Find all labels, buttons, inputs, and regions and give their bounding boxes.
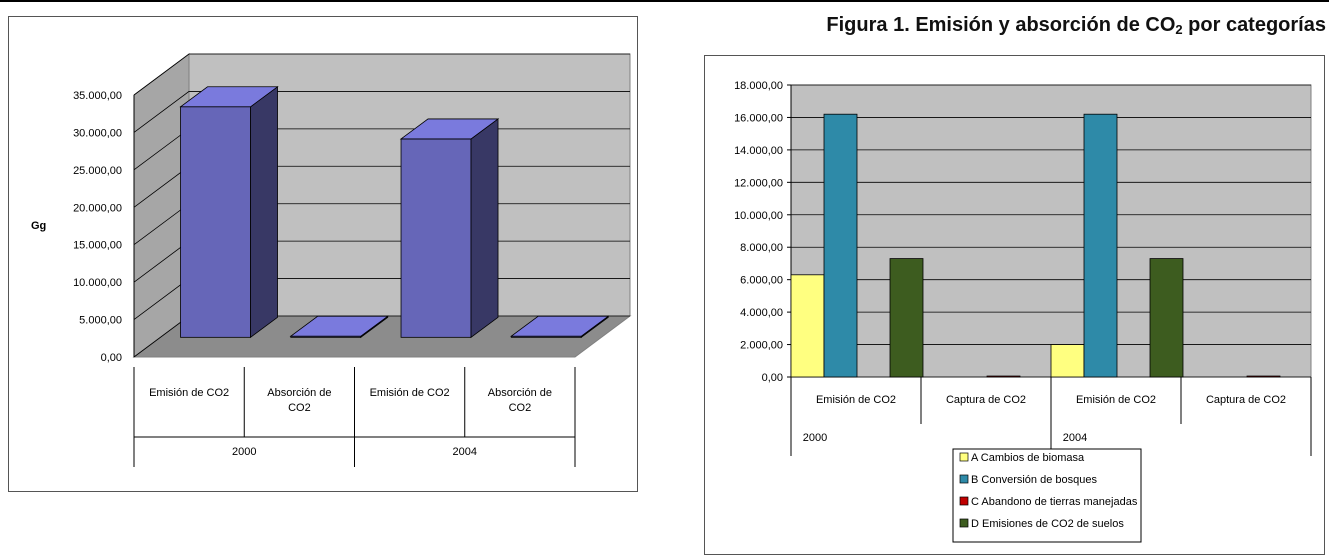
category-label: CO2 — [288, 402, 311, 414]
y-tick-label: 18.000,00 — [734, 80, 783, 92]
bar-front — [180, 106, 251, 338]
y-tick-label: 8.000,00 — [740, 242, 783, 254]
y-axis-label: Gg — [31, 220, 46, 232]
legend-label: C Abandono de tierras manejadas — [971, 496, 1138, 508]
y-tick-label: 0,00 — [762, 372, 783, 384]
y-tick-label: 35.000,00 — [73, 90, 122, 102]
bar — [1149, 258, 1184, 378]
bar-top — [289, 315, 389, 337]
group-label: 2000 — [803, 432, 827, 444]
bar-front — [400, 138, 472, 338]
bar — [889, 258, 924, 378]
y-tick-label: 10.000,00 — [734, 210, 783, 222]
bar — [790, 274, 825, 378]
y-tick-label: 2.000,00 — [740, 340, 783, 352]
bar — [986, 375, 1021, 378]
gridline — [133, 53, 630, 96]
legend-swatch — [959, 496, 969, 506]
y-tick-label: 20.000,00 — [73, 202, 122, 214]
bar-top — [179, 86, 279, 108]
category-label: Emisión de CO2 — [816, 394, 896, 406]
y-tick-label: 30.000,00 — [73, 127, 122, 139]
bar — [1050, 344, 1085, 378]
y-tick-label: 14.000,00 — [734, 145, 783, 157]
right-chart-svg: 0,00 2.000,00 4.000,00 6.000,00 8.000,00 10.0… — [734, 80, 1312, 543]
group-label: 2000 — [232, 446, 256, 458]
emission-absorption-3d-chart: 0,00 5.000,00 10.000,00 15.000,00 20.000,00 2… — [8, 16, 638, 492]
y-tick-label: 6.000,00 — [740, 275, 783, 287]
plot-area — [790, 84, 1312, 378]
category-label: Captura de CO2 — [1206, 394, 1286, 406]
category-label: Captura de CO2 — [946, 394, 1026, 406]
y-tick-label: 0,00 — [101, 352, 122, 364]
legend-label: A Cambios de biomasa — [971, 452, 1085, 464]
y-tick-label: 12.000,00 — [734, 177, 783, 189]
bar — [1083, 113, 1118, 378]
bar-top — [510, 315, 610, 337]
left-chart-svg: 0,00 5.000,00 10.000,00 15.000,00 20.000,00 2… — [31, 53, 632, 467]
bar-side — [470, 118, 499, 339]
y-tick-label: 16.000,00 — [734, 112, 783, 124]
bar — [1246, 375, 1281, 378]
legend-swatch — [959, 452, 969, 462]
legend-swatch — [959, 518, 969, 528]
legend-label: D Emisiones de CO2 de suelos — [971, 518, 1124, 530]
y-tick-label: 5.000,00 — [79, 315, 122, 327]
top-rule — [0, 0, 1329, 2]
category-emission-chart: 0,00 2.000,00 4.000,00 6.000,00 8.000,00 10.0… — [704, 55, 1325, 555]
figure-title: Figura 1. Emisión y absorción de CO2 por… — [826, 14, 1326, 37]
category-label: Absorción de — [267, 387, 331, 399]
legend-box — [952, 448, 1142, 543]
category-label: Emisión de CO2 — [149, 387, 229, 399]
group-label: 2004 — [453, 446, 477, 458]
y-tick-label: 15.000,00 — [73, 240, 122, 252]
category-label: CO2 — [509, 402, 532, 414]
y-tick-label: 4.000,00 — [740, 307, 783, 319]
bar-top — [399, 118, 500, 140]
gridline — [133, 91, 630, 133]
bar-side — [250, 85, 278, 339]
y-tick-label: 25.000,00 — [73, 165, 122, 177]
category-label: Emisión de CO2 — [370, 387, 450, 399]
bar — [823, 113, 858, 378]
legend-swatch — [959, 474, 969, 484]
category-label: Emisión de CO2 — [1076, 394, 1156, 406]
legend-label: B Conversión de bosques — [971, 474, 1097, 486]
y-tick-label: 10.000,00 — [73, 277, 122, 289]
group-label: 2004 — [1063, 432, 1087, 444]
category-label: Absorción de — [488, 387, 552, 399]
